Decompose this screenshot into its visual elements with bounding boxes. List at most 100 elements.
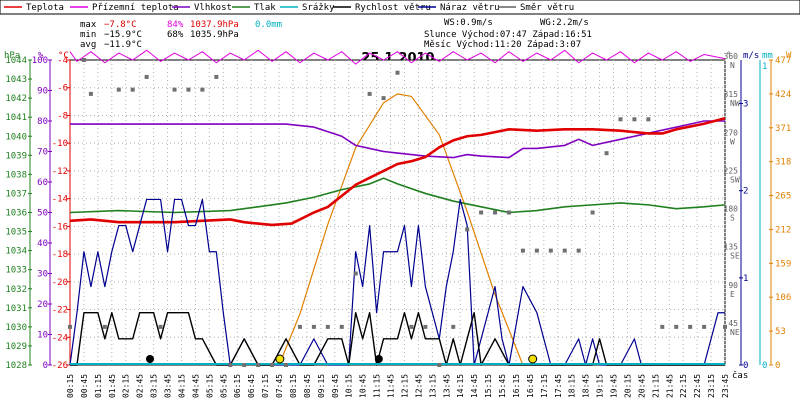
dir-tick-deg: 90	[728, 281, 738, 290]
hpa-tick-label: 1030	[5, 323, 27, 333]
time-tick-label: 08:15	[289, 374, 298, 398]
pct-unit: %	[38, 51, 44, 61]
time-tick-label: 00:45	[80, 374, 89, 398]
legend-label-0: Teplota	[26, 3, 64, 13]
time-tick-label: 00:15	[66, 374, 75, 398]
time-tick-label: 12:45	[414, 374, 423, 398]
w-unit: W	[786, 51, 792, 61]
hpa-tick-label: 1039	[5, 151, 27, 161]
time-tick-label: 14:15	[456, 374, 465, 398]
axes: 1044104310421041104010391038103710361035…	[5, 52, 791, 398]
sunset-marker	[528, 354, 538, 364]
time-tick-label: 19:45	[610, 374, 619, 398]
c-tick-label: -16	[52, 222, 68, 232]
c-tick-label: -8	[57, 111, 68, 121]
time-tick-label: 09:45	[331, 374, 340, 398]
pressure-line	[69, 177, 726, 214]
time-tick-label: 10:15	[345, 374, 354, 398]
dir-tick-name: S	[730, 214, 735, 223]
wind-direction-point	[172, 87, 177, 92]
hpa-tick-label: 1034	[5, 247, 27, 257]
wind-direction-point	[325, 324, 330, 329]
time-tick-label: 11:45	[387, 374, 396, 398]
time-tick-label: 06:45	[247, 374, 256, 398]
humidity-line	[70, 120, 725, 159]
hpa-tick-label: 1038	[5, 170, 27, 180]
wind-direction-point	[395, 70, 400, 75]
dir-unit: °	[726, 51, 731, 61]
time-tick-label: 03:45	[164, 374, 173, 398]
ms-tick-label: 0	[743, 361, 748, 371]
wind-direction-point	[214, 74, 219, 79]
pct-tick-label: 20	[37, 300, 48, 310]
hpa-tick-label: 1041	[5, 113, 27, 123]
pct-tick-label: 0	[43, 361, 48, 371]
stat-min-hum: 68%	[167, 30, 184, 40]
time-tick-label: 12:15	[400, 374, 409, 398]
hpa-tick-label: 1040	[5, 132, 27, 142]
c-tick-label: -4	[57, 56, 68, 66]
stat-avg-label: avg	[80, 40, 96, 50]
wind-direction-point	[493, 210, 498, 215]
time-tick-label: 17:15	[540, 374, 549, 398]
wind-direction-point	[646, 117, 651, 122]
wind-direction-point	[618, 117, 623, 122]
wind-direction-point	[465, 227, 470, 232]
pct-tick-label: 70	[37, 148, 48, 158]
time-tick-label: 08:45	[303, 374, 312, 398]
time-tick-label: 18:15	[568, 374, 577, 398]
time-tick-label: 04:45	[191, 374, 200, 398]
dir-tick-deg: 270	[724, 128, 739, 137]
w-tick-label: 106	[775, 293, 791, 303]
w-tick-label: 53	[775, 327, 786, 337]
dir-tick-deg: 135	[724, 243, 739, 252]
dir-tick-deg: 180	[724, 205, 739, 214]
stat-moon: Měsíc Východ:11:20 Západ:3:07	[424, 40, 581, 50]
w-tick-label: 0	[775, 361, 780, 371]
wind-direction-point	[130, 87, 135, 92]
sunrise-marker	[275, 354, 285, 364]
legend-label-7: Směr větru	[520, 3, 574, 13]
legend-label-3: Tlak	[254, 3, 276, 13]
wind-direction-point	[228, 363, 233, 367]
wind-direction-point	[576, 248, 581, 253]
wind-direction-point	[284, 363, 289, 367]
time-tick-label: 10:45	[359, 374, 368, 398]
c-tick-label: -14	[52, 195, 68, 205]
series-layer	[68, 49, 727, 367]
wind-direction-point	[102, 324, 107, 329]
legend-label-1: Přízemní teplota	[92, 3, 179, 13]
legend-label-6: Náraz větru	[440, 3, 500, 13]
wind-direction-point	[242, 363, 247, 367]
stat-min-label: min	[80, 30, 96, 40]
w-tick-label: 318	[775, 158, 791, 168]
wind-direction-point	[520, 248, 525, 253]
time-tick-label: 14:45	[470, 374, 479, 398]
wind-direction-point	[534, 248, 539, 253]
wind-direction-point	[311, 324, 316, 329]
wind-direction-point	[590, 210, 595, 215]
wind-direction-point	[423, 324, 428, 329]
pct-tick-label: 90	[37, 87, 48, 97]
dir-tick-deg: 45	[728, 319, 738, 328]
c-tick-label: -18	[52, 250, 68, 260]
ms-unit: m/s	[743, 51, 759, 61]
time-tick-label: 09:15	[317, 374, 326, 398]
ground-temp-line	[69, 49, 726, 65]
wind-direction-point	[506, 210, 511, 215]
time-tick-label: 06:15	[233, 374, 242, 398]
time-tick-label: 13:15	[428, 374, 437, 398]
wind-direction-point	[562, 248, 567, 253]
time-tick-label: 05:15	[205, 374, 214, 398]
wind-direction-point	[144, 74, 149, 79]
dir-tick-name: NE	[730, 328, 740, 337]
wind-direction-point	[451, 324, 456, 329]
w-tick-label: 424	[775, 90, 791, 100]
wind-direction-point	[270, 363, 275, 367]
dir-tick-deg: 360	[724, 52, 739, 61]
wind-direction-point	[479, 210, 484, 215]
wind-gust-line	[69, 198, 725, 366]
hpa-tick-label: 1043	[5, 75, 27, 85]
wind-direction-point	[409, 324, 414, 329]
